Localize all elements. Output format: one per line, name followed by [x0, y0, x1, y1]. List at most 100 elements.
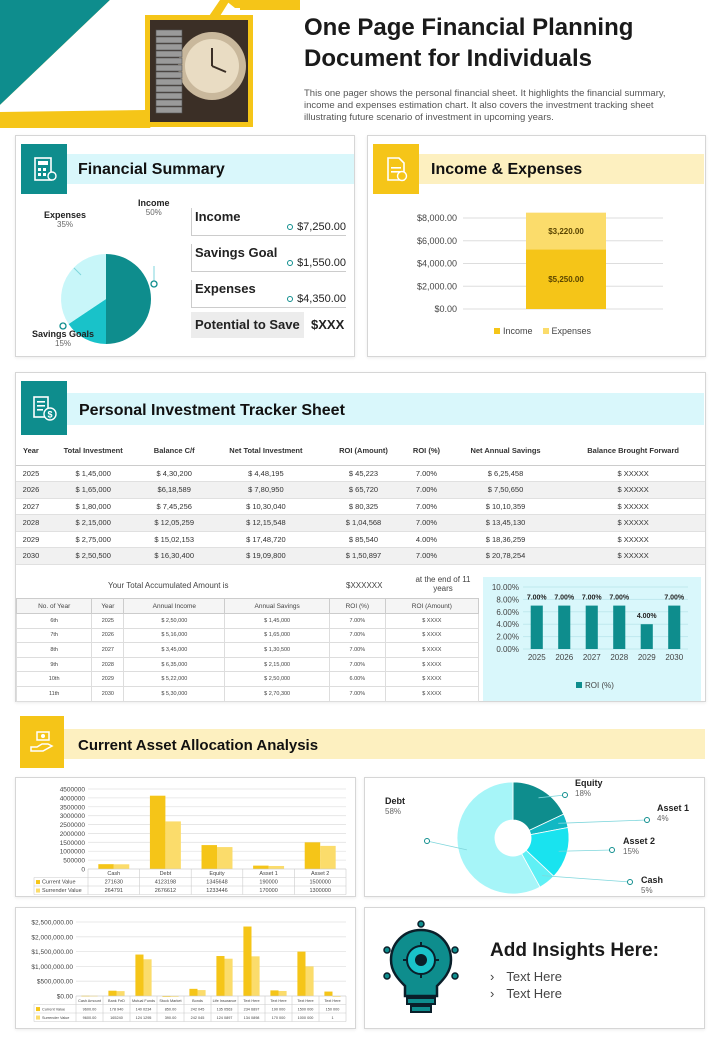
summary-income-value: $7,250.00 — [297, 221, 346, 233]
donut-label: Cash — [641, 875, 663, 885]
table-cell: $ 4,30,200 — [140, 465, 208, 482]
investment-table: Year Total Investment Balance C/f Net Total… — [16, 437, 705, 565]
table-cell: 4.00% — [403, 531, 450, 548]
table-cell: $ XXXXX — [561, 465, 705, 482]
bar-income — [526, 249, 606, 309]
x-tick-label: Stock Market — [159, 999, 182, 1003]
y-tick-label: $2,000,000.00 — [31, 934, 73, 941]
bar-surrender-value — [278, 990, 287, 996]
column-header: Year — [91, 598, 125, 614]
hand-money-icon — [30, 731, 54, 752]
table-cell: $ 65,720 — [323, 481, 404, 499]
column-header: ROI (%) — [403, 437, 450, 466]
table-cell: 2030 — [91, 685, 125, 702]
investment-icon-box: $ — [21, 381, 67, 435]
legend-expenses: Expenses — [551, 326, 592, 336]
insight-item: › Text Here — [490, 969, 562, 984]
data-label: $3,220.00 — [548, 227, 584, 236]
insights-title: Add Insights Here: — [490, 940, 659, 961]
legend-swatch — [36, 1007, 40, 1012]
table-cell: $ 1,80,000 — [45, 498, 141, 515]
x-tick-label: Cash Amount — [78, 999, 102, 1003]
financial-summary-icon-box — [21, 144, 67, 194]
table-row: 2028 $ 2,15,000 $ 12,05,259 $ 12,15,548 $ 1,… — [16, 514, 705, 532]
asset-title: Current Asset Allocation Analysis — [78, 736, 319, 754]
table-cell: $ 2,50,000 — [224, 671, 331, 687]
investment-header-bar — [54, 393, 704, 425]
table-cell: $ 16,30,400 — [140, 547, 208, 565]
y-tick-label: $0.00 — [57, 994, 74, 1001]
potential-to-save-box: Potential to Save — [191, 312, 304, 338]
table-cell: $ 2,15,000 — [224, 656, 331, 673]
income-expenses-header-bar — [406, 154, 704, 184]
y-tick-label: 0.00% — [496, 645, 519, 654]
pie-label-income: Income — [138, 198, 170, 208]
y-tick-label: 1500000 — [60, 840, 86, 847]
data-label: 7.00% — [609, 595, 630, 602]
table-cell: $ XXXX — [384, 685, 480, 702]
table-cell: 234 6897 — [244, 1008, 260, 1012]
y-tick-label: $1,000,000.00 — [31, 964, 73, 971]
page-title-line1: One Page Financial Planning — [304, 14, 634, 41]
table-cell: $ XXXX — [384, 671, 480, 687]
table-cell: 2026 — [91, 627, 125, 644]
table-cell: $ 80,325 — [323, 498, 404, 515]
table-cell: 4123198 — [155, 880, 176, 886]
document-money-icon — [387, 157, 408, 182]
column-header: Year — [16, 437, 46, 466]
investment-title: Personal Investment Tracker Sheet — [79, 402, 345, 419]
table-cell: $ XXXXX — [561, 547, 705, 565]
y-tick-label: 3500000 — [60, 804, 86, 811]
table-row: 8th 2027 $ 3,45,000 $ 1,30,500 7.00% $ XXXX — [15, 642, 480, 658]
table-cell: $ XXXX — [384, 642, 480, 658]
leader-line — [542, 875, 631, 883]
legend-swatch-expenses — [542, 328, 549, 334]
table-cell: $ 1,45,000 — [224, 613, 331, 629]
asset-icon-box — [20, 716, 64, 768]
table-cell: $ 1,65,000 — [224, 627, 331, 644]
column-header: Balance C/f — [140, 437, 208, 466]
donut-pct: 5% — [641, 886, 653, 895]
table-cell: 150 000 — [326, 1008, 340, 1012]
investment-table-wrap: Year Total Investment Balance C/f Net Total… — [16, 437, 705, 565]
summary-expenses-value: $4,350.00 — [297, 293, 346, 305]
summary-row-income: Income $7,250.00 — [191, 208, 346, 236]
page-title: One Page Financial Planning Document for… — [304, 12, 704, 74]
bar-surrender-value — [197, 990, 206, 996]
table-cell: $ 1,30,500 — [224, 642, 331, 658]
table-cell: 1500000 — [309, 880, 330, 886]
pie-pct-expenses: 35% — [57, 220, 74, 229]
x-tick-label: 2025 — [528, 653, 546, 662]
table-cell: 1233446 — [206, 888, 227, 894]
y-tick-label: 0 — [81, 867, 85, 874]
x-tick-label: Text Here — [243, 999, 259, 1003]
dot-icon — [287, 224, 294, 231]
table-cell: $ XXXX — [384, 656, 480, 673]
bar-current-value — [98, 864, 114, 869]
legend-label: Surrender Value — [42, 1016, 69, 1020]
lightbulb-gear-icon — [381, 920, 461, 1020]
x-tick-label: 2026 — [555, 653, 573, 662]
table-cell: 2029 — [91, 671, 125, 687]
bar-current-value — [149, 795, 166, 869]
table-cell: 242 045 — [191, 1016, 205, 1020]
bar-current-value — [253, 865, 269, 869]
donut-label: Debt — [385, 796, 405, 806]
bar-surrender-value — [116, 991, 125, 996]
x-tick-label: 2027 — [583, 653, 601, 662]
table-cell: $ 7,80,950 — [207, 481, 324, 499]
table-cell: 2028 — [16, 514, 46, 532]
legend-swatch — [36, 888, 40, 893]
table-cell: $ 10,30,040 — [207, 498, 324, 515]
table-cell: 390.00 — [165, 1016, 177, 1020]
summary-income-label: Income — [195, 209, 241, 224]
svg-text:$: $ — [47, 410, 52, 420]
legend-label: Surrender Value — [42, 888, 82, 894]
table-cell: 850.00 — [165, 1008, 177, 1012]
y-tick-label: 8.00% — [496, 595, 519, 604]
table-row: 2025 $ 1,45,000 $ 4,30,200 $ 4,48,195 $ 45,2… — [16, 465, 705, 482]
summary-row-savings: Savings Goal $1,550.00 — [191, 244, 346, 272]
table-cell: $ XXXX — [384, 613, 480, 629]
table-cell: $ 6,35,000 — [123, 656, 226, 673]
leader-line — [558, 819, 648, 824]
